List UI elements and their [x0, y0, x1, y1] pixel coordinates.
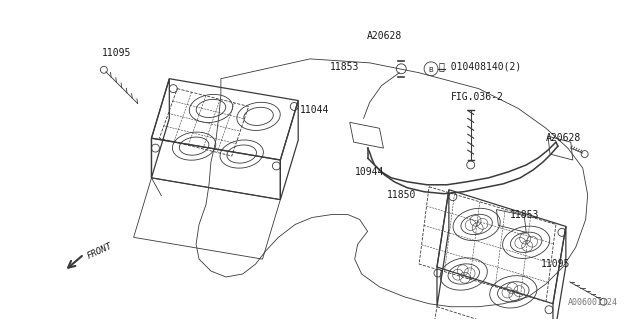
- Text: Ⓑ 010408140(2): Ⓑ 010408140(2): [439, 61, 521, 71]
- Text: FIG.036-2: FIG.036-2: [451, 92, 504, 101]
- Text: 11095: 11095: [102, 48, 131, 58]
- Text: B: B: [429, 67, 433, 73]
- Text: 10944: 10944: [355, 167, 384, 177]
- Text: 11853: 11853: [510, 210, 540, 220]
- Text: FRONT: FRONT: [86, 242, 114, 261]
- Text: A20628: A20628: [367, 31, 402, 41]
- Text: A20628: A20628: [546, 133, 581, 143]
- Text: A006001124: A006001124: [568, 298, 618, 307]
- Text: 11850: 11850: [387, 190, 416, 200]
- Text: 11095: 11095: [541, 259, 570, 269]
- Text: 11853: 11853: [330, 62, 360, 72]
- Text: 11044: 11044: [300, 105, 330, 116]
